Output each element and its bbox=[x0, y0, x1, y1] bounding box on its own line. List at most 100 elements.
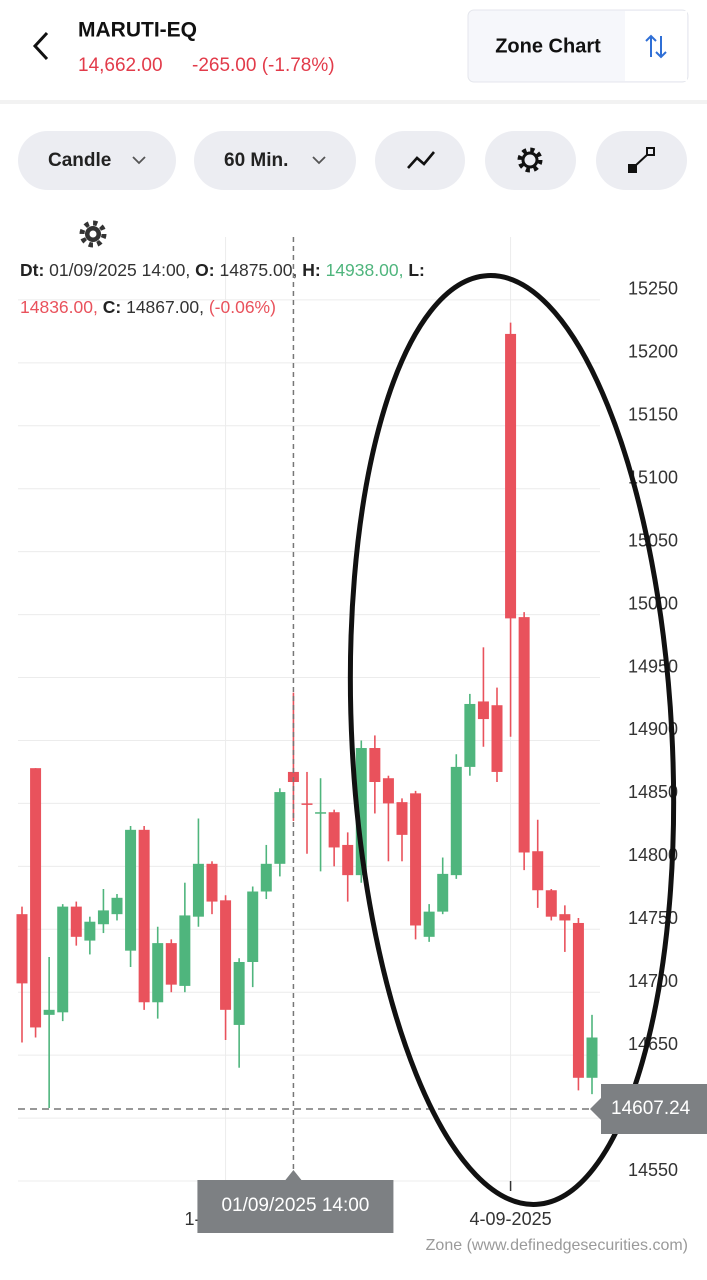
candle-body bbox=[572, 922, 584, 1078]
y-tick-label: 14650 bbox=[628, 1034, 678, 1054]
info-key: Dt: bbox=[20, 260, 45, 280]
info-key: C: bbox=[102, 297, 122, 317]
info-change: (-0.06%) bbox=[208, 297, 276, 317]
candle-body bbox=[192, 863, 204, 917]
back-button[interactable] bbox=[32, 31, 49, 61]
drawing-icon bbox=[628, 147, 655, 173]
candle-body bbox=[355, 748, 367, 876]
zone-chart-button[interactable]: Zone Chart bbox=[467, 9, 689, 83]
info-low: 14836.00 bbox=[20, 297, 98, 317]
y-tick-label: 15200 bbox=[628, 342, 678, 362]
swap-icon bbox=[645, 34, 667, 59]
button-label: Zone Chart bbox=[495, 35, 601, 57]
candle-body bbox=[410, 793, 422, 926]
candle-body bbox=[206, 863, 218, 902]
overlay: 14607.24 01/09/2025 14:00 bbox=[197, 273, 707, 1233]
crosshair-date: 01/09/2025 14:00 bbox=[221, 1195, 369, 1216]
last-price-box bbox=[590, 1083, 707, 1134]
candle-body bbox=[84, 921, 96, 941]
settings-icon bbox=[521, 151, 539, 169]
candle-body bbox=[559, 914, 571, 921]
candle-body bbox=[287, 771, 299, 783]
info-close: 14867.00 bbox=[126, 297, 204, 317]
y-tick-label: 14700 bbox=[628, 971, 678, 991]
chart-type-label: Candle bbox=[48, 150, 111, 171]
y-tick-label: 15250 bbox=[628, 279, 678, 299]
candle-body bbox=[165, 943, 177, 985]
candle-body bbox=[532, 851, 544, 891]
info-key: L: bbox=[408, 260, 425, 280]
y-tick-label: 14900 bbox=[628, 719, 678, 739]
ohlc-info: Dt: 01/09/2025 14:00 O: 14875.00 H: 1493… bbox=[20, 252, 425, 326]
candle-body bbox=[260, 863, 272, 892]
symbol: MARUTI-EQ bbox=[78, 19, 197, 42]
candle-body bbox=[505, 333, 517, 619]
info-date: 01/09/2025 14:00 bbox=[49, 260, 190, 280]
candle-body bbox=[477, 701, 489, 720]
candle-body bbox=[57, 906, 69, 1013]
button-icon-bg bbox=[625, 11, 687, 81]
candle-body bbox=[179, 915, 191, 986]
candle-body bbox=[274, 792, 286, 864]
x-tick-label: 4-09-2025 bbox=[470, 1209, 552, 1229]
candle-body bbox=[586, 1037, 598, 1078]
y-tick-label: 15000 bbox=[628, 593, 678, 613]
price-change: -265.00 (-1.78%) bbox=[192, 55, 335, 76]
candle-body bbox=[342, 844, 354, 876]
chevron bbox=[312, 156, 326, 165]
price: 14,662.00 bbox=[78, 55, 163, 76]
info-line: 14836.00 C: 14867.00 (-0.06%) bbox=[20, 289, 425, 326]
candle-body bbox=[491, 705, 503, 772]
gear-teeth bbox=[79, 220, 107, 248]
candle-body bbox=[423, 911, 435, 937]
indicator-icon bbox=[407, 151, 435, 169]
candle-body bbox=[328, 812, 340, 848]
candle-body bbox=[382, 778, 394, 804]
candle-body bbox=[70, 906, 82, 937]
settings-icon bbox=[517, 147, 543, 173]
y-tick-label: 15100 bbox=[628, 467, 678, 487]
y-tick-label: 14950 bbox=[628, 656, 678, 676]
chart-type-button[interactable] bbox=[18, 131, 176, 190]
hand-drawn-ellipse bbox=[347, 273, 677, 1207]
candle-body bbox=[247, 891, 259, 962]
info-key: O: bbox=[195, 260, 215, 280]
info-open: 14875.00 bbox=[220, 260, 298, 280]
candle-body bbox=[16, 914, 28, 984]
candle-body bbox=[450, 766, 462, 876]
candle-body bbox=[369, 748, 381, 783]
candle-body bbox=[220, 900, 232, 1010]
candle-body bbox=[437, 873, 449, 912]
y-tick-label: 15150 bbox=[628, 405, 678, 425]
candle-body bbox=[545, 890, 557, 917]
candle-body bbox=[301, 803, 313, 805]
interval-label: 60 Min. bbox=[224, 150, 288, 171]
chart-settings[interactable] bbox=[79, 220, 107, 248]
crosshair-tooltip bbox=[197, 1170, 394, 1233]
candle-body bbox=[315, 812, 327, 814]
y-tick-label: 14550 bbox=[628, 1160, 678, 1180]
watermark: Zone (www.definedgesecurities.com) bbox=[426, 1237, 688, 1254]
candle-body bbox=[152, 943, 164, 1003]
header-shadow bbox=[0, 100, 707, 104]
candle-body bbox=[464, 703, 476, 767]
candle-body bbox=[30, 768, 42, 1028]
settings-button[interactable] bbox=[485, 131, 576, 190]
y-tick-label: 14800 bbox=[628, 845, 678, 865]
last-price-label: 14607.24 bbox=[611, 1098, 691, 1119]
interval-button[interactable] bbox=[194, 131, 356, 190]
info-key: H: bbox=[302, 260, 321, 280]
candle-body bbox=[138, 829, 150, 1003]
gear-hole bbox=[89, 230, 97, 238]
info-high: 14938.00 bbox=[326, 260, 404, 280]
candle-body bbox=[43, 1009, 55, 1015]
chevron bbox=[132, 156, 146, 165]
candle-body bbox=[233, 961, 245, 1025]
candle-body bbox=[518, 617, 530, 853]
y-tick-label: 14850 bbox=[628, 782, 678, 802]
plot: 1455014600146501470014750148001485014900… bbox=[16, 237, 678, 1229]
info-line: Dt: 01/09/2025 14:00 O: 14875.00 H: 1493… bbox=[20, 252, 425, 289]
candle-body bbox=[111, 897, 123, 915]
